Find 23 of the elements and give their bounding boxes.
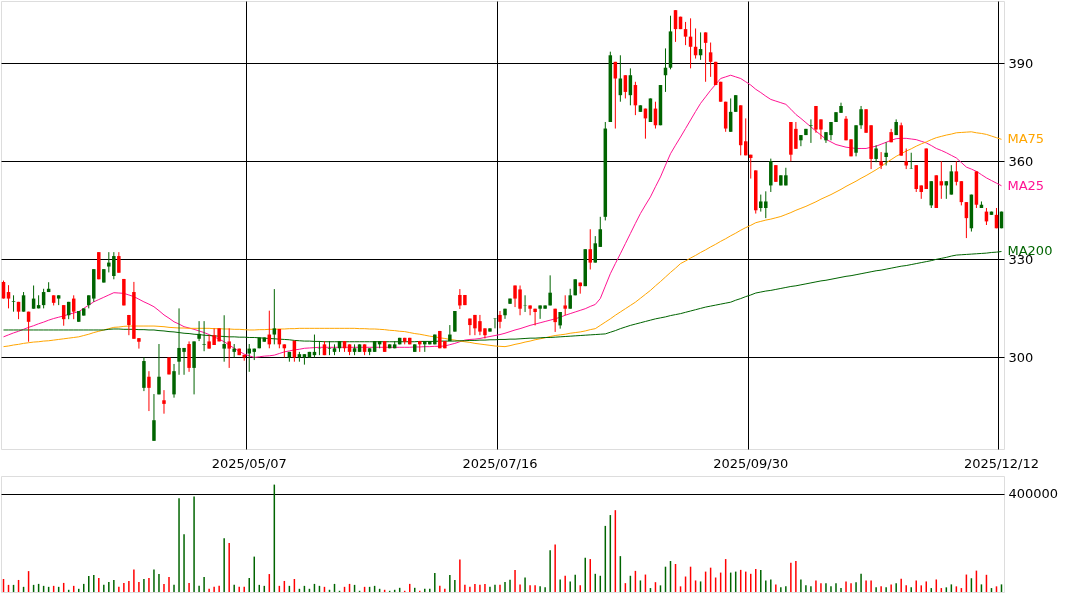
candlestick — [924, 147, 929, 190]
series-label: MA25 — [1007, 177, 1045, 193]
candlestick — [563, 294, 567, 316]
candlestick — [999, 211, 1004, 229]
candlestick — [713, 61, 718, 86]
x-tick-label: 2025/07/16 — [462, 455, 538, 471]
candlestick — [809, 118, 813, 144]
x-tick-label: 2025/05/07 — [211, 455, 287, 471]
candlestick — [804, 128, 808, 136]
y-tick-label: 360 — [1008, 153, 1034, 169]
y-tick-label: 390 — [1008, 55, 1034, 71]
candlestick — [122, 278, 126, 306]
x-tick-label: 2025/12/12 — [964, 455, 1039, 471]
y-tick-label: 300 — [1008, 349, 1034, 365]
candlestick — [227, 327, 231, 369]
candlestick — [11, 294, 16, 313]
line-series — [3, 131, 1002, 348]
candlestick — [493, 317, 497, 329]
y-tick-label: 400000 — [1008, 486, 1059, 502]
series-label: MA75 — [1007, 131, 1045, 147]
candlestick — [678, 16, 683, 30]
x-tick-label: 2025/09/30 — [713, 455, 789, 471]
line-series — [3, 74, 1002, 358]
